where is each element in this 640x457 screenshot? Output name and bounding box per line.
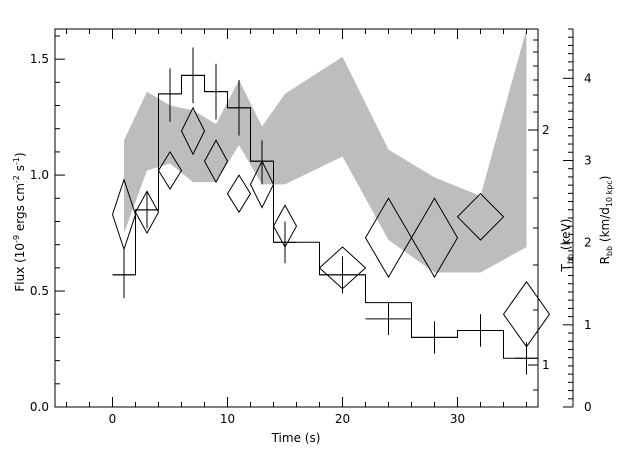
temperature-diamond [456,192,505,241]
temperature-diamond [249,160,275,209]
y-tick-label: 0.0 [30,400,49,414]
radius-tick-label: 1 [584,318,592,332]
temperature-diamond [203,139,229,184]
flux-error-bar [135,191,159,229]
radius-axis-label-end: ) [598,176,612,181]
temperature-axis-label-sub: bb [566,254,575,264]
temperature-diamond [410,197,459,279]
y-axis-label-sup: -9 [12,235,21,243]
y-axis-label-part: ) [13,152,27,157]
y-axis-label-part: Flux (10 [13,243,27,292]
x-tick-label: 0 [109,412,117,426]
radius-axis-label: Rbb (km/d10 kpc) [598,176,614,265]
radius-axis-label-sub2: 10 kpc [605,180,614,207]
y-axis-label: Flux (10-9 ergs cm-2 s-1) [12,152,27,291]
flux-error-bar [181,47,205,104]
diamond-layer [111,106,551,348]
temperature-axis-label: Tbb (keV) [559,219,575,273]
temperature-axis-label-rest: (keV) [559,219,573,254]
temperature-diamond [318,246,367,290]
temperature-diamond [364,197,413,279]
radius-band-layer [124,29,527,273]
error-bar-layer [112,47,538,375]
radius-band [124,29,527,273]
flux-error-bar [112,249,136,299]
radius-axis-label-main: R [598,256,612,264]
temperature-diamond [502,280,551,348]
temperature-diamond [157,150,183,190]
flux-error-bar [365,302,412,336]
radius-tick-label: 0 [584,400,592,414]
x-tick-label: 10 [220,412,235,426]
y-tick-label: 0.5 [30,284,49,298]
radius-axis-label-sub: bb [605,246,614,256]
temperature-diamond [134,190,160,235]
radius-tick-label: 3 [584,153,592,167]
y-axis-label-part: s [13,165,27,175]
temperature-axis-label-main: T [559,263,573,272]
axes-layer [54,28,574,408]
flux-error-bar [457,314,504,347]
radius-tick-label: 2 [584,236,592,250]
y-axis-label-sup: -1 [12,157,21,165]
temperature-diamond [272,204,298,249]
y-tick-label: 1.5 [30,52,49,66]
flux-error-bar [273,221,297,264]
radius-axis-label-rest: (km/d [598,207,612,246]
x-tick-label: 20 [335,412,350,426]
x-axis-label: Time (s) [271,431,321,445]
flux-error-bar [227,80,251,136]
y-axis-label-sup: -2 [12,175,21,183]
radius-tick-label: 4 [584,71,592,85]
flux-error-bar [158,68,182,122]
flux-error-bar [411,321,458,354]
temperature-diamond [226,174,252,214]
y-axis-label-part: ergs cm [13,183,27,235]
x-tick-label: 30 [450,412,465,426]
y-tick-label: 1.0 [30,168,49,182]
temperature-diamond [111,178,137,251]
flux-error-bar [204,63,228,120]
temperature-tick-label: 2 [542,123,550,137]
temperature-diamond [180,106,206,156]
temperature-tick-label: 1 [542,358,550,372]
